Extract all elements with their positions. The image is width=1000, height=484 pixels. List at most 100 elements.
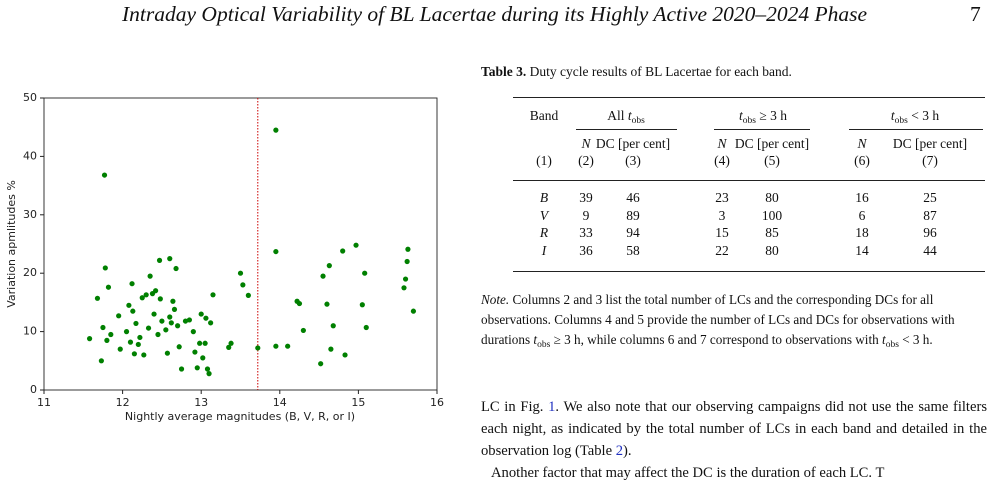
- data-point: [202, 340, 208, 346]
- running-title: Intraday Optical Variability of BL Lacer…: [122, 2, 868, 26]
- data-point: [157, 296, 163, 302]
- data-point: [402, 276, 409, 282]
- data-point: [330, 323, 336, 329]
- data-point: [86, 336, 93, 342]
- data-point: [129, 281, 135, 287]
- value-cell: 33: [579, 225, 593, 240]
- value-cell: 44: [923, 242, 937, 258]
- data-point: [145, 325, 152, 331]
- header-sub: obs: [894, 116, 908, 126]
- column-number: (5): [764, 153, 780, 168]
- header-var: t: [627, 108, 632, 123]
- data-point: [300, 327, 306, 334]
- data-point: [273, 127, 279, 133]
- x-tick-label: 13: [194, 396, 208, 409]
- y-tick-label: 0: [30, 383, 37, 396]
- x-tick-label: 12: [116, 396, 130, 409]
- data-point: [404, 258, 410, 265]
- header-text: < 3 h: [907, 108, 940, 123]
- value-cell: 80: [765, 242, 779, 258]
- note-label: Note.: [481, 292, 510, 307]
- column-number: (7): [922, 153, 938, 168]
- value-cell: 3: [718, 207, 726, 223]
- subheader-cell: DC [per cent]: [892, 136, 968, 151]
- plot-frame: [43, 97, 438, 391]
- data-point: [98, 358, 104, 364]
- data-point: [190, 329, 196, 335]
- value-cell: 85: [765, 225, 779, 240]
- data-point: [328, 346, 334, 352]
- data-point: [170, 298, 176, 304]
- value-cell: 15: [715, 225, 729, 240]
- value-cell: 9: [582, 207, 590, 223]
- column-number: (1): [536, 153, 552, 168]
- subheader-cell: N: [717, 136, 727, 151]
- data-point: [226, 344, 232, 350]
- data-point: [131, 351, 137, 357]
- subheader-cell: N: [857, 136, 867, 151]
- data-point: [320, 273, 326, 279]
- header-text: All: [607, 108, 628, 123]
- data-point: [273, 248, 279, 255]
- note-text: < 3 h.: [898, 332, 933, 347]
- value-cell: 100: [761, 207, 783, 223]
- data-point: [101, 172, 108, 178]
- data-point: [176, 344, 182, 350]
- data-point: [175, 323, 181, 329]
- data-point: [178, 366, 185, 372]
- header-cell: tobs ≥ 3 h: [739, 108, 788, 126]
- table: Band All tobs tobs ≥ 3 h tobs < 3 h N DC …: [513, 97, 985, 272]
- y-tick-label: 40: [23, 149, 37, 162]
- group-rule: [849, 129, 983, 130]
- x-tick-label: 16: [430, 396, 444, 409]
- header-sub: obs: [742, 116, 756, 126]
- data-point: [163, 327, 169, 333]
- y-tick-label: 20: [23, 266, 37, 279]
- figure-link[interactable]: 1: [548, 399, 556, 415]
- x-tick-label: 15: [351, 396, 365, 409]
- value-cell: 22: [715, 242, 729, 258]
- y-tick-label: 30: [23, 208, 37, 221]
- data-point: [340, 248, 346, 254]
- table-rule: [513, 271, 985, 272]
- body-text: LC in Fig. 1. We also note that our obse…: [481, 396, 987, 484]
- subheader-cell: DC [per cent]: [734, 136, 810, 151]
- data-point: [245, 292, 251, 298]
- data-point: [167, 256, 173, 262]
- header-text: ≥ 3 h: [755, 108, 788, 123]
- data-point: [102, 265, 108, 271]
- data-point: [285, 343, 291, 349]
- header-var: t: [890, 108, 895, 123]
- data-point: [273, 343, 279, 349]
- value-cell: 6: [858, 207, 866, 223]
- data-point: [126, 302, 132, 308]
- table-rule: [513, 97, 985, 98]
- data-point: [100, 324, 106, 331]
- data-point: [164, 350, 171, 356]
- data-point: [326, 263, 332, 269]
- data-point: [255, 345, 261, 351]
- body-span: LC in Fig.: [481, 399, 549, 415]
- data-point: [153, 288, 159, 294]
- data-point: [203, 315, 209, 321]
- data-point: [147, 273, 153, 279]
- value-cell: 96: [923, 225, 937, 240]
- data-point: [117, 346, 123, 352]
- column-number: (3): [625, 153, 641, 168]
- data-point: [116, 313, 122, 319]
- data-point: [296, 300, 303, 307]
- value-cell: 58: [626, 242, 640, 258]
- header-sub: obs: [631, 116, 645, 126]
- page-number: 7: [970, 2, 981, 26]
- band-cell: B: [539, 190, 549, 205]
- y-tick-label: 10: [23, 325, 37, 338]
- subheader-cell: N: [581, 136, 591, 151]
- group-rule: [576, 129, 677, 130]
- data-point: [127, 339, 134, 345]
- group-rule: [714, 129, 810, 130]
- data-point: [141, 352, 147, 358]
- table-link[interactable]: 2: [615, 443, 624, 459]
- table-rule: [513, 180, 985, 181]
- data-point: [123, 329, 130, 335]
- data-point: [318, 361, 324, 367]
